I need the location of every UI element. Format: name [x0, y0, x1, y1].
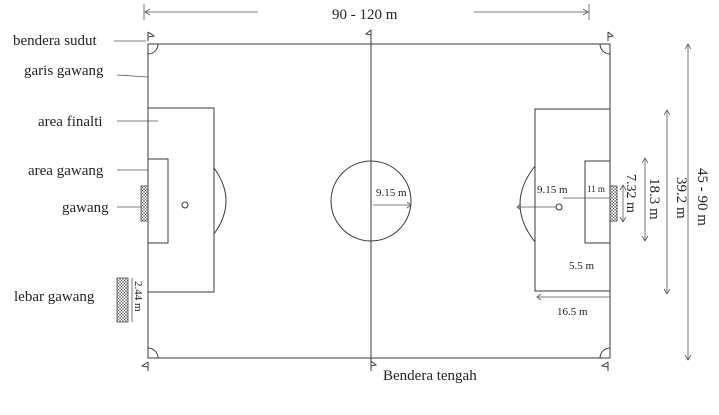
left-goal-area [147, 158, 169, 244]
corner-arc-bottom-right [599, 347, 611, 359]
left-penalty-area [147, 107, 215, 293]
penalty-area-width-label: 39.2 m [673, 177, 689, 219]
left-penalty-mark [181, 201, 189, 209]
right-penalty-arc [519, 165, 536, 243]
penalty-arc-width-label: 18.3 m [646, 178, 662, 220]
corner-flag-bottom-right [600, 361, 609, 371]
label-center-flag: Bendera tengah [383, 368, 477, 384]
penalty-arc-radius-label: 9.15 m [537, 184, 568, 196]
label-goal: gawang [62, 200, 109, 216]
corner-arc-top-left [147, 43, 159, 55]
left-goal [140, 185, 149, 222]
center-flag-top [364, 29, 372, 39]
center-circle-radius-label: 9.15 m [376, 187, 407, 199]
penalty-mark-distance-label: 11 m [587, 184, 605, 194]
goal-width-label: 7.32 m [623, 174, 638, 213]
goal-height-dimension-label: 2.44 m [132, 281, 144, 312]
corner-flag-top-right [607, 31, 615, 41]
goal-area-depth-label: 5.5 m [569, 260, 595, 272]
center-circle [330, 160, 412, 242]
corner-flag-top-left [147, 31, 156, 41]
label-penalty-area: area finalti [38, 114, 103, 130]
corner-arc-top-right [599, 43, 611, 55]
left-penalty-arc [213, 167, 227, 235]
label-goal-height: lebar gawang [14, 289, 95, 305]
label-goal-line: garis gawang [24, 63, 104, 79]
field-width-label: 45 - 90 m [694, 168, 710, 226]
center-flag-bottom [370, 360, 378, 371]
field-length-label: 90 - 120 m [332, 7, 398, 23]
field-boundary [147, 43, 611, 359]
corner-arc-bottom-left [147, 347, 159, 359]
penalty-area-depth-label: 16.5 m [557, 306, 588, 318]
label-goal-area: area gawang [28, 163, 104, 179]
label-corner-flag: bendera sudut [13, 33, 98, 49]
right-penalty-mark [555, 203, 563, 211]
right-goal [609, 185, 618, 222]
goal-illustration [116, 277, 129, 323]
corner-flag-bottom-left [140, 361, 149, 371]
right-goal-area [584, 160, 611, 244]
